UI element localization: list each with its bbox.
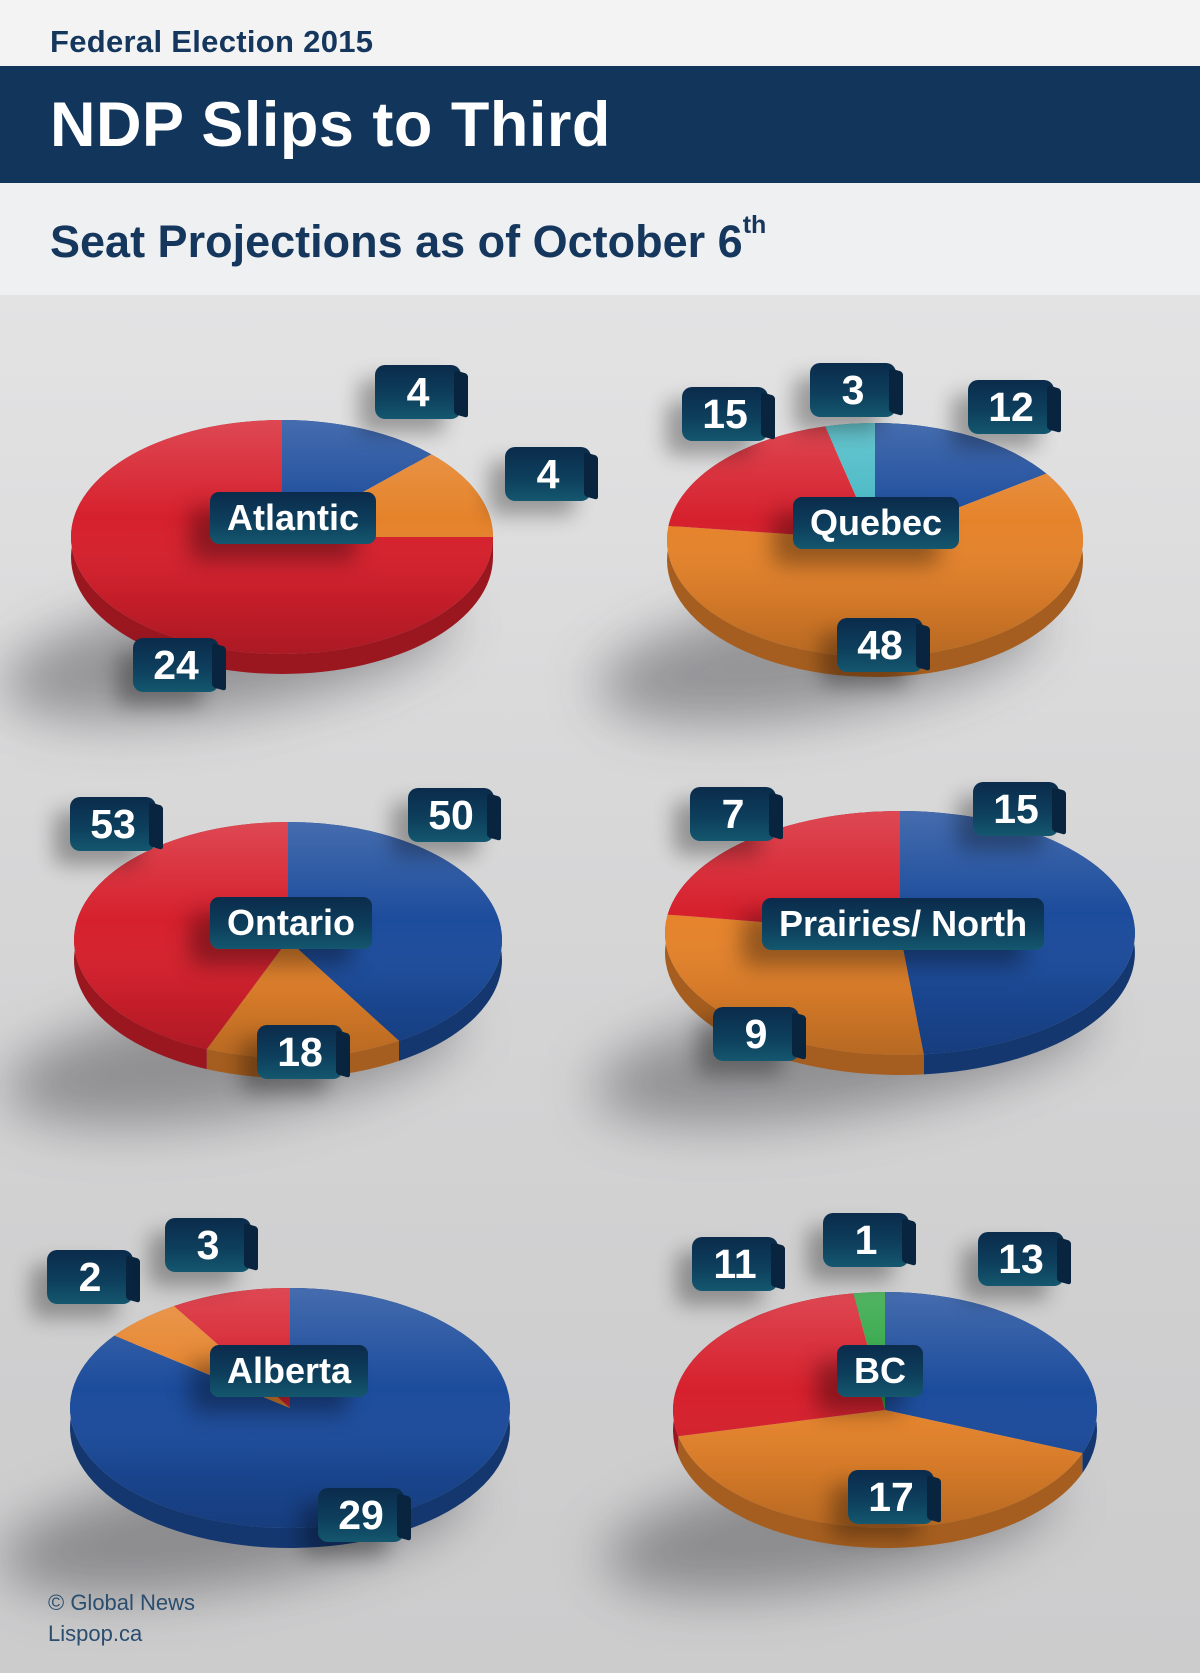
pie-wall-ndp xyxy=(678,1436,1083,1549)
region-label-alberta: Alberta xyxy=(210,1345,369,1397)
pie-sheen-overlay xyxy=(673,1292,1097,1528)
chart-prairies-north: 15 9 7 Prairies/ North xyxy=(584,705,1200,1152)
seat-badge-atlantic-conservative: 4 xyxy=(375,365,461,419)
pie-svg-prairies-north xyxy=(665,811,1135,1075)
chart-bc: 13 17 11 1 BC xyxy=(594,1115,1200,1673)
subtitle-ordinal: th xyxy=(742,210,767,239)
page-title: NDP Slips to Third xyxy=(50,89,611,160)
seat-badge-ontario-conservative: 50 xyxy=(408,788,494,842)
seat-badge-quebec-conservative: 12 xyxy=(968,380,1054,434)
chart-ontario: 50 18 53 Ontario xyxy=(0,705,600,1152)
seat-badge-alberta-liberal: 3 xyxy=(165,1218,251,1272)
kicker-strip: Federal Election 2015 xyxy=(0,0,1200,66)
chart-alberta: 29 2 3 Alberta xyxy=(0,1115,600,1673)
region-label-bc: BC xyxy=(837,1345,923,1397)
charts-area: 4 4 24 Atlantic 12 48 15 3 Quebec 50 18 53 Ontario… xyxy=(0,295,1200,1673)
seat-badge-prairies-north-conservative: 15 xyxy=(973,782,1059,836)
seat-badge-atlantic-liberal: 24 xyxy=(133,638,219,692)
region-label-prairies-north: Prairies/ North xyxy=(762,898,1045,950)
source-text: Lispop.ca xyxy=(48,1621,143,1646)
seat-badge-quebec-ndp: 48 xyxy=(837,618,923,672)
seat-badge-atlantic-ndp: 4 xyxy=(505,447,591,501)
subtitle-text: Seat Projections as of October 6th xyxy=(50,211,766,268)
subtitle-strip: Seat Projections as of October 6th xyxy=(0,183,1200,295)
seat-badge-quebec-bloc-qu-b-cois: 3 xyxy=(810,363,896,417)
seat-badge-ontario-ndp: 18 xyxy=(257,1025,343,1079)
seat-badge-quebec-liberal: 15 xyxy=(682,387,768,441)
seat-badge-bc-conservative: 13 xyxy=(978,1232,1064,1286)
credit-text: © Global News xyxy=(48,1590,196,1615)
pie-svg-bc xyxy=(673,1292,1098,1549)
seat-badge-alberta-ndp: 2 xyxy=(47,1250,133,1304)
pie-sheen-overlay xyxy=(70,1288,510,1528)
seat-badge-ontario-liberal: 53 xyxy=(70,797,156,851)
kicker-text: Federal Election 2015 xyxy=(50,24,374,59)
seat-badge-alberta-conservative: 29 xyxy=(318,1488,404,1542)
attribution: © Global News Lispop.ca xyxy=(48,1587,195,1649)
subtitle-main: Seat Projections as of October 6 xyxy=(50,215,743,267)
pie-svg-ontario xyxy=(74,822,502,1078)
chart-quebec: 12 48 15 3 Quebec xyxy=(588,295,1200,750)
seat-badge-prairies-north-ndp: 9 xyxy=(713,1007,799,1061)
region-label-quebec: Quebec xyxy=(793,497,960,549)
region-label-ontario: Ontario xyxy=(210,897,373,949)
seat-badge-bc-green: 1 xyxy=(823,1213,909,1267)
pie-svg-alberta xyxy=(69,1288,510,1548)
seat-badge-prairies-north-liberal: 7 xyxy=(690,787,776,841)
seat-badge-bc-ndp: 17 xyxy=(848,1470,934,1524)
seat-badge-bc-liberal: 11 xyxy=(692,1237,778,1291)
title-banner: NDP Slips to Third xyxy=(0,66,1200,183)
region-label-atlantic: Atlantic xyxy=(210,492,377,544)
chart-atlantic: 4 4 24 Atlantic xyxy=(0,295,600,747)
